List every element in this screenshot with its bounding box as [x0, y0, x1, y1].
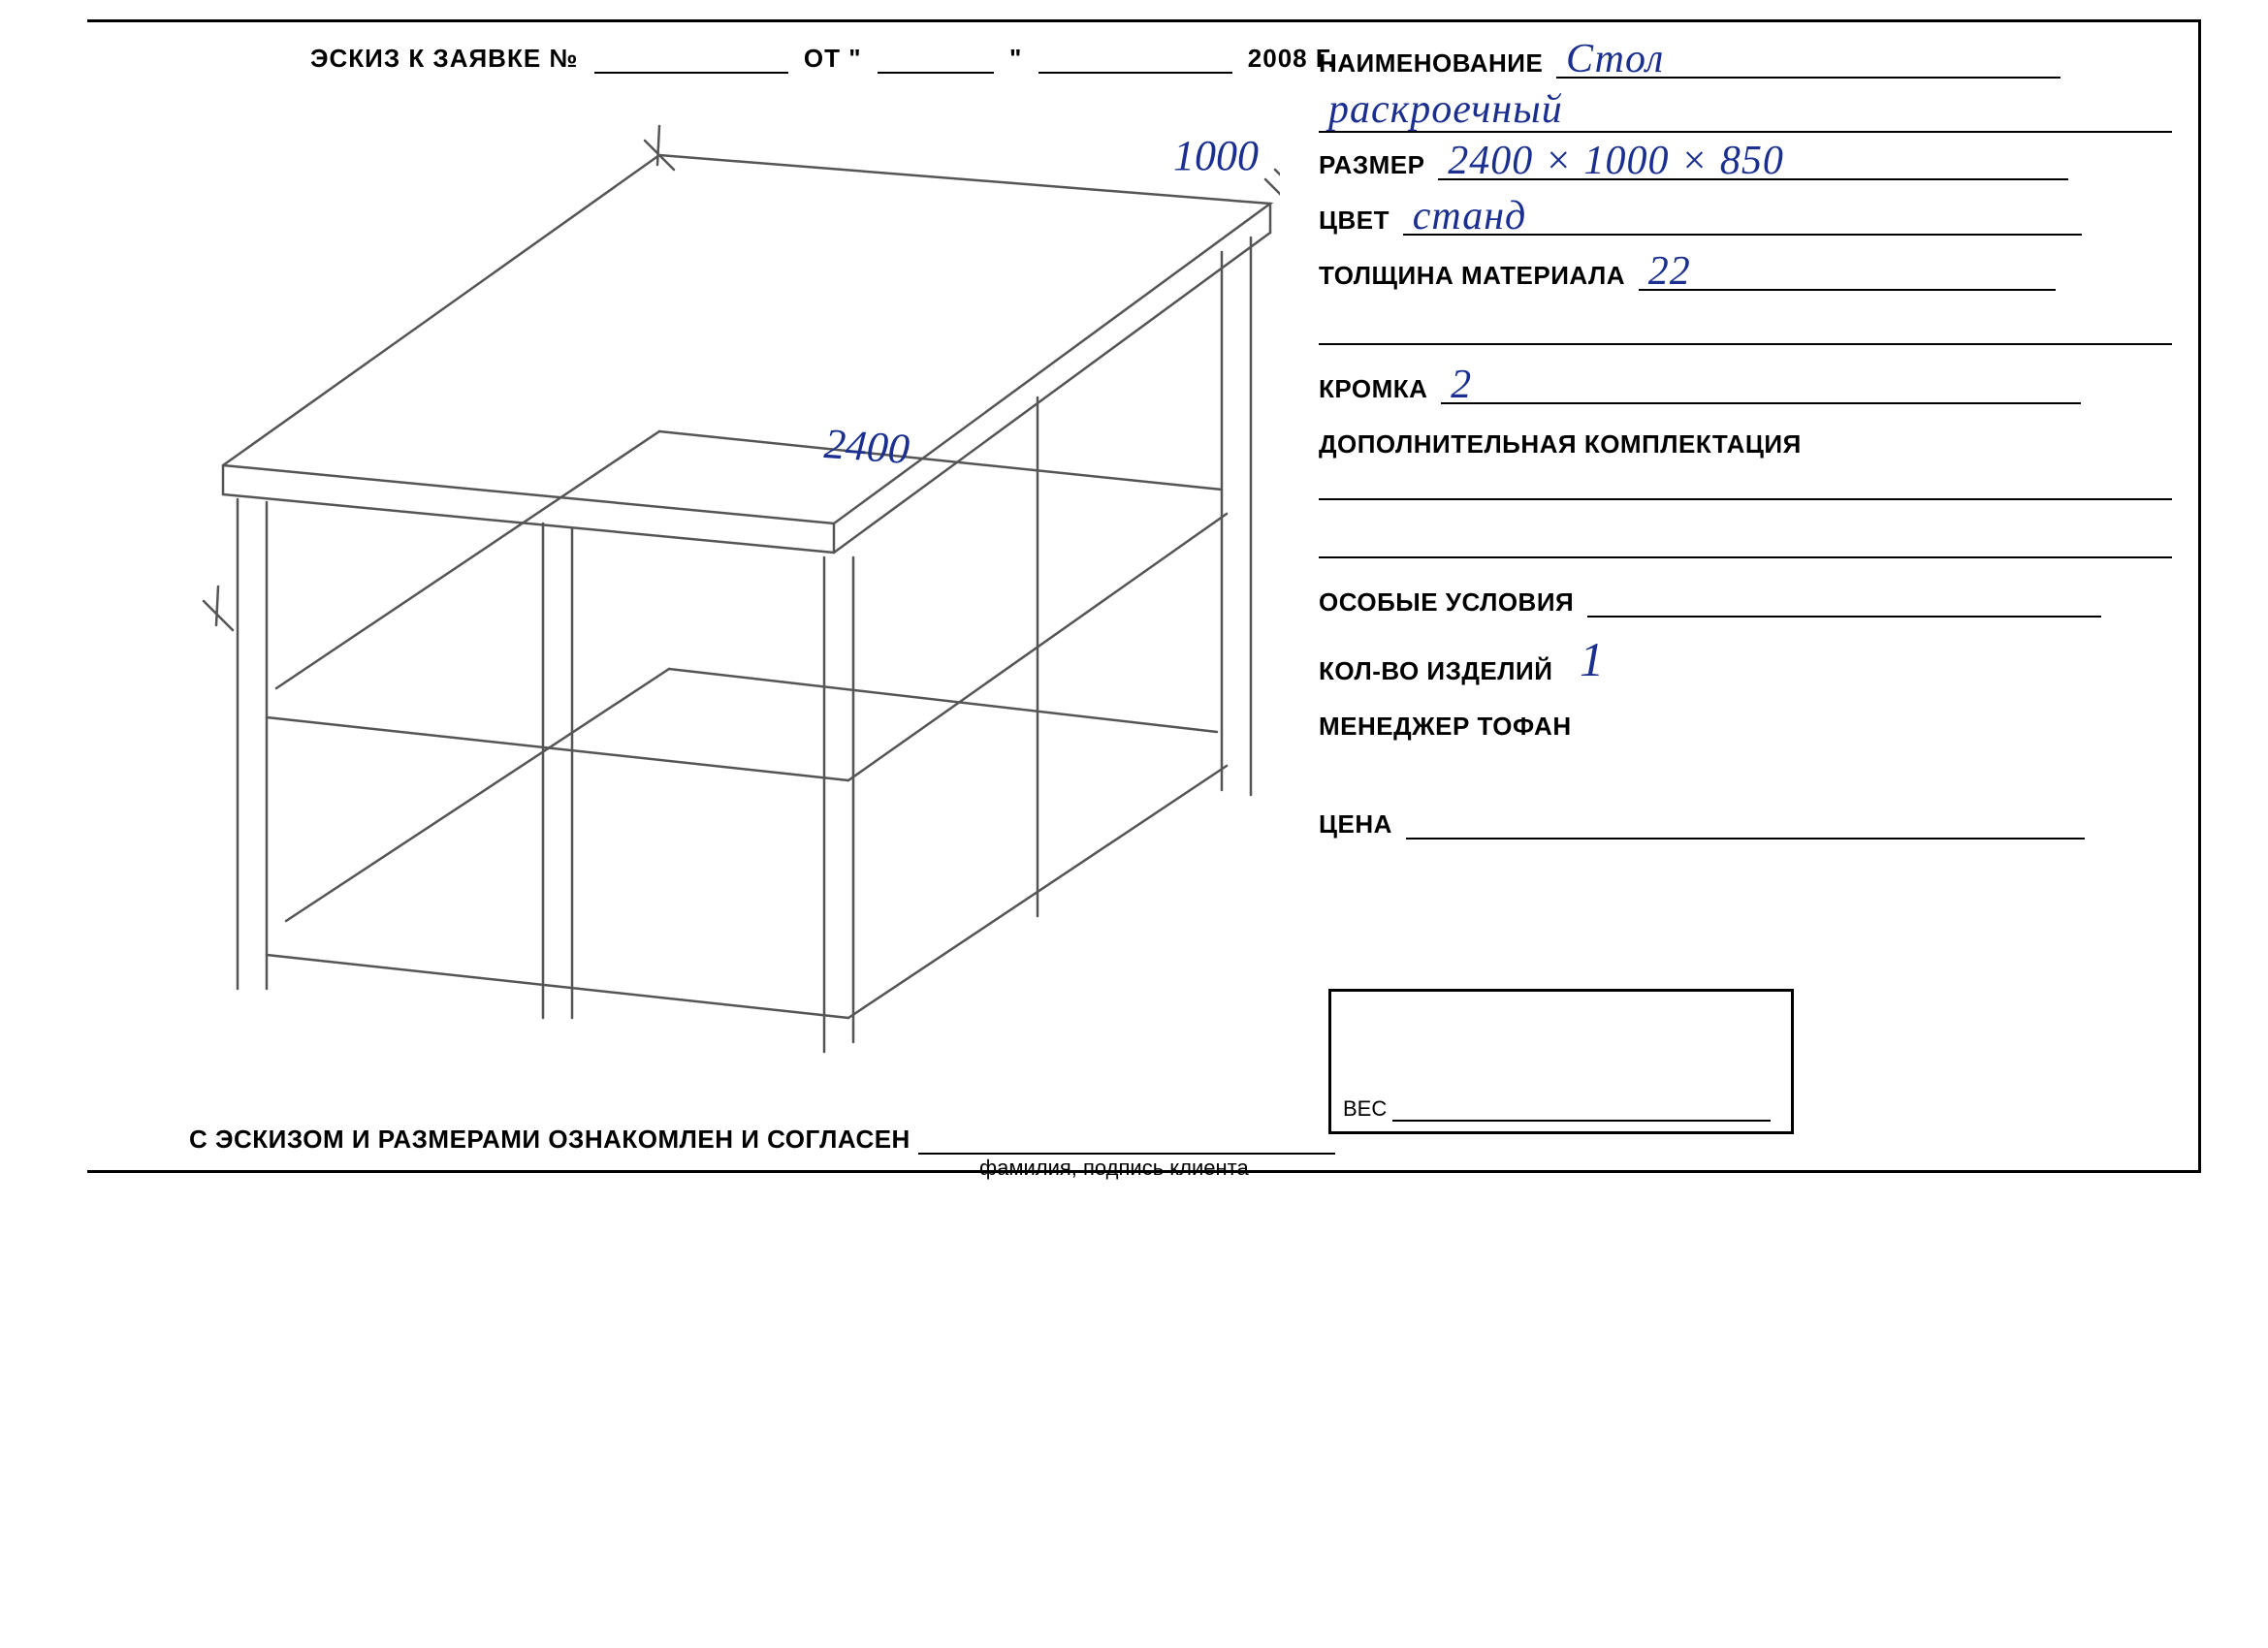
field-name: НАИМЕНОВАНИЕ Стол [1319, 48, 2172, 79]
footer-text: С ЭСКИЗОМ И РАЗМЕРАМИ ОЗНАКОМЛЕН И СОГЛА… [189, 1125, 910, 1154]
extra-label: ДОПОЛНИТЕЛЬНАЯ КОМПЛЕКТАЦИЯ [1319, 429, 1802, 459]
price-line [1406, 812, 2085, 840]
weight-label-row: ВЕС [1343, 1096, 1771, 1122]
special-line [1587, 590, 2101, 618]
header-mid: " [1009, 44, 1022, 73]
size-label: РАЗМЕР [1319, 150, 1424, 179]
info-panel: НАИМЕНОВАНИЕ Стол раскроечный РАЗМЕР 240… [1319, 48, 2172, 865]
thickness-value: 22 [1648, 248, 1691, 295]
footer-sign-line [918, 1133, 1335, 1155]
field-color: ЦВЕТ станд [1319, 206, 2172, 236]
name-value: Стол [1566, 36, 1664, 82]
extra-line2 [1319, 529, 2172, 558]
dim-depth: 1000 [1173, 131, 1259, 180]
field-manager: МЕНЕДЖЕР ТОФАН [1319, 712, 2172, 742]
header-date2-blank [1038, 52, 1232, 74]
field-price: ЦЕНА [1319, 809, 2172, 840]
color-label: ЦВЕТ [1319, 206, 1390, 235]
footer-confirm: С ЭСКИЗОМ И РАЗМЕРАМИ ОЗНАКОМЛЕН И СОГЛА… [189, 1125, 1335, 1155]
price-label: ЦЕНА [1319, 809, 1392, 839]
edge-label: КРОМКА [1319, 374, 1427, 403]
weight-box: ВЕС [1328, 989, 1794, 1134]
field-qty: КОЛ-ВО ИЗДЕЛИЙ 1 [1319, 656, 2172, 686]
weight-label: ВЕС [1343, 1096, 1387, 1121]
sketch-area: 1000 2400 [116, 87, 1280, 1076]
name-label: НАИМЕНОВАНИЕ [1319, 48, 1543, 78]
qty-label: КОЛ-ВО ИЗДЕЛИЙ [1319, 656, 1552, 685]
edge-line: 2 [1441, 377, 2081, 404]
qty-value: 1 [1580, 631, 1605, 687]
footer-sub: фамилия, подпись клиента [979, 1156, 1249, 1181]
thickness-line: 22 [1639, 264, 2056, 291]
header-number-blank [594, 52, 788, 74]
field-size: РАЗМЕР 2400 × 1000 × 850 [1319, 150, 2172, 180]
field-edge: КРОМКА 2 [1319, 374, 2172, 404]
blank-after-thickness [1319, 316, 2172, 345]
field-extra: ДОПОЛНИТЕЛЬНАЯ КОМПЛЕКТАЦИЯ [1319, 429, 2172, 460]
edge-value: 2 [1451, 362, 1472, 408]
form-header: ЭСКИЗ К ЗАЯВКЕ № ОТ " " 2008 Г. [310, 44, 1336, 74]
color-line: станд [1403, 208, 2082, 236]
size-value: 2400 × 1000 × 850 [1448, 138, 1784, 184]
thickness-label: ТОЛЩИНА МАТЕРИАЛА [1319, 261, 1625, 290]
size-line: 2400 × 1000 × 850 [1438, 153, 2068, 180]
name-value2: раскроечный [1328, 86, 1563, 133]
header-prefix: ЭСКИЗ К ЗАЯВКЕ № [310, 44, 578, 73]
extra-line1 [1319, 471, 2172, 500]
name-line2: раскроечный [1319, 104, 2172, 133]
name-line: Стол [1556, 51, 2060, 79]
color-value: станд [1413, 193, 1527, 239]
weight-line [1392, 1104, 1771, 1122]
dim-width: 2400 [822, 419, 910, 474]
header-date1-blank [878, 52, 994, 74]
special-label: ОСОБЫЕ УСЛОВИЯ [1319, 587, 1574, 617]
manager-label: МЕНЕДЖЕР ТОФАН [1319, 712, 1572, 741]
header-from: ОТ " [804, 44, 862, 73]
field-special: ОСОБЫЕ УСЛОВИЯ [1319, 587, 2172, 618]
field-thickness: ТОЛЩИНА МАТЕРИАЛА 22 [1319, 261, 2172, 291]
table-sketch [116, 87, 1280, 1076]
